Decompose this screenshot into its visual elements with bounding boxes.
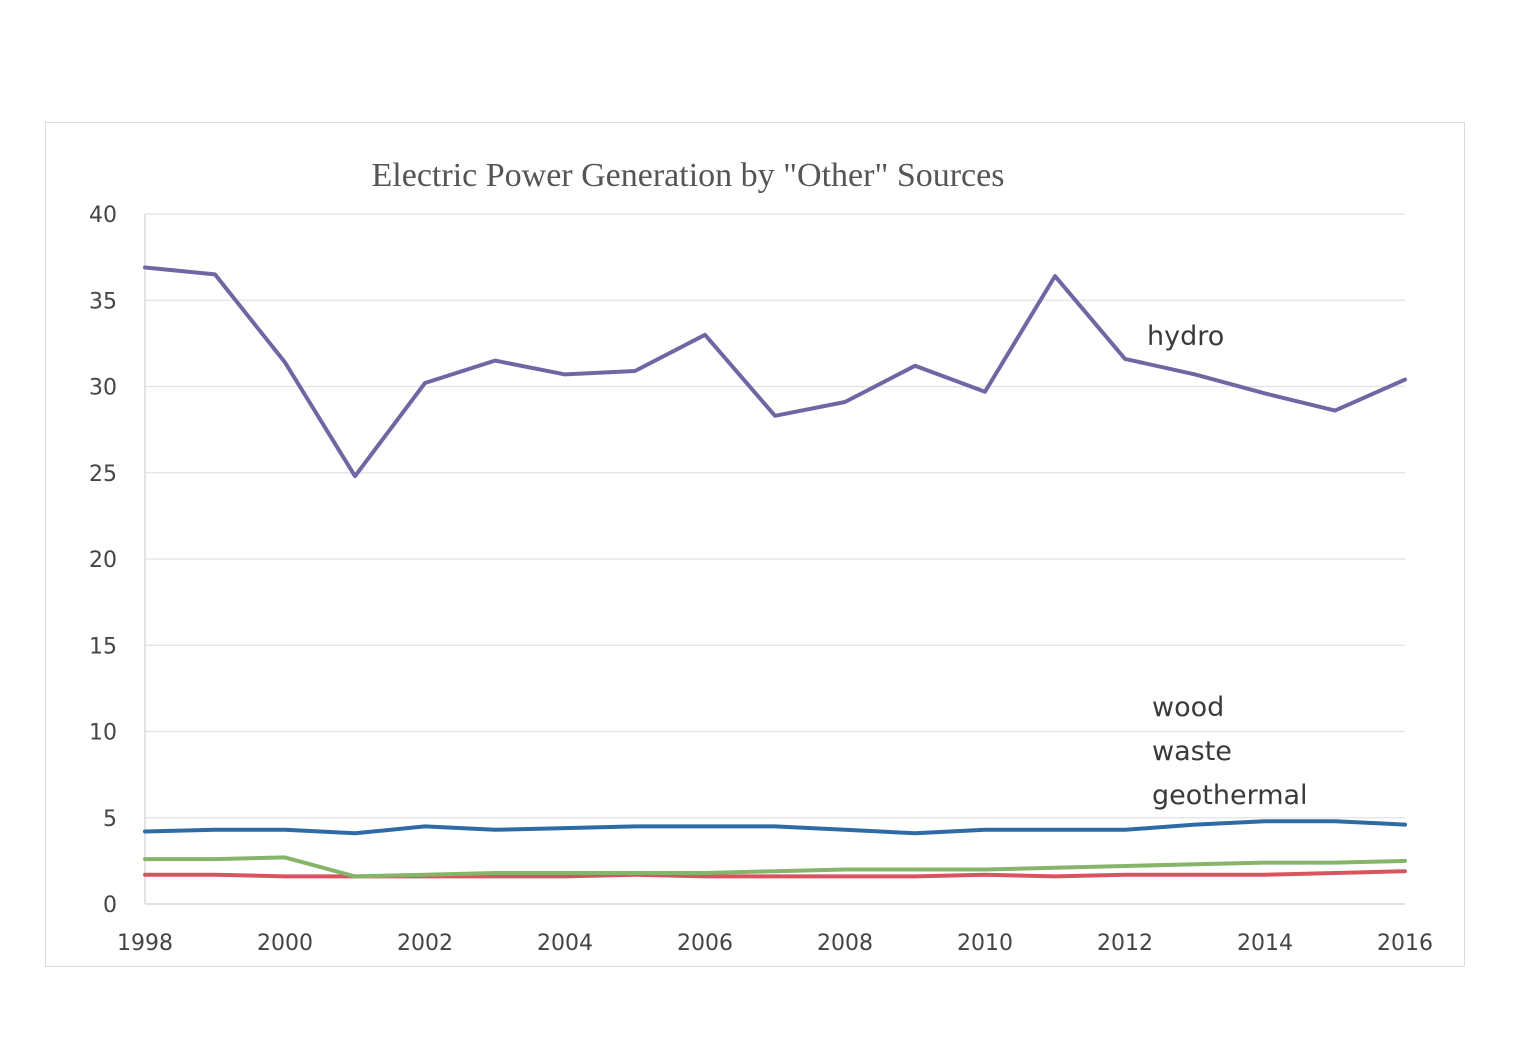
series-line-0 [143, 265, 1407, 479]
y-tick-label: 30 [89, 376, 117, 401]
x-tick-label: 2016 [1377, 931, 1433, 956]
y-tick-label: 0 [103, 893, 117, 918]
y-tick-label: 20 [89, 548, 117, 573]
annotation-geothermal: geothermal [1152, 780, 1308, 811]
y-tick-label: 10 [89, 721, 117, 746]
series-line-1 [143, 819, 1407, 836]
gridlines [144, 213, 1405, 905]
x-tick-label: 2010 [957, 931, 1013, 956]
y-tick-label: 25 [89, 462, 117, 487]
series-line-2 [143, 855, 1407, 879]
y-tick-label: 15 [89, 634, 117, 659]
x-tick-label: 2002 [397, 931, 453, 956]
x-tick-label: 2012 [1097, 931, 1153, 956]
x-tick-label: 1998 [117, 931, 173, 956]
y-tick-label: 40 [89, 203, 117, 228]
x-tick-label: 2000 [257, 931, 313, 956]
x-tick-label: 2004 [537, 931, 593, 956]
y-tick-label: 35 [89, 289, 117, 314]
series-annotations: hydro wood waste geothermal [1147, 321, 1308, 811]
annotation-hydro: hydro [1147, 321, 1224, 352]
y-tick-label: 5 [103, 807, 117, 832]
annotation-waste: waste [1152, 736, 1232, 767]
x-axis-ticks: 1998 2000 2002 2004 2006 2008 2010 2012 2014 2016 [117, 931, 1433, 956]
chart-title: Electric Power Generation by "Other" Sou… [372, 157, 1005, 194]
series-lines [143, 265, 1407, 879]
x-tick-label: 2006 [677, 931, 733, 956]
x-tick-label: 2008 [817, 931, 873, 956]
x-tick-label: 2014 [1237, 931, 1293, 956]
y-axis-ticks: 0 5 10 15 20 25 30 35 40 [89, 203, 117, 918]
annotation-wood: wood [1152, 692, 1224, 723]
